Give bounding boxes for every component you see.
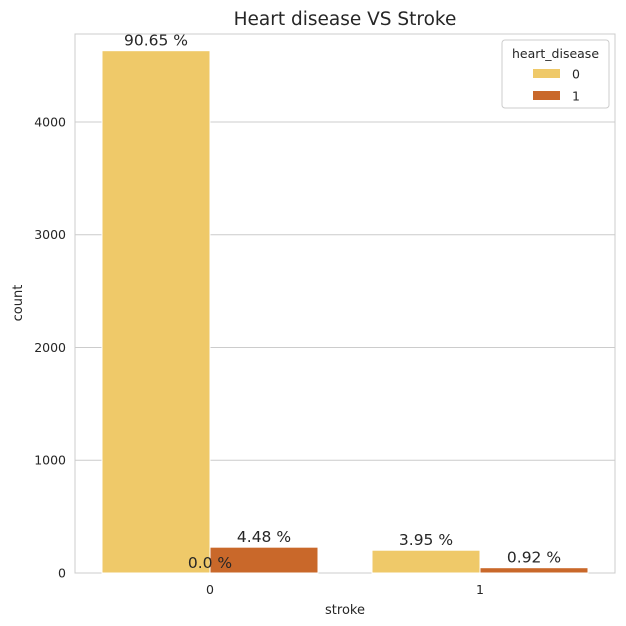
legend-label: 1 bbox=[572, 89, 580, 104]
bar bbox=[371, 549, 481, 574]
x-tick-label: 0 bbox=[206, 582, 214, 597]
legend-items: 01 bbox=[533, 67, 580, 104]
x-axis-label: stroke bbox=[325, 603, 365, 618]
y-tick-label: 0 bbox=[58, 566, 66, 581]
annotation-label: 0.0 % bbox=[188, 554, 232, 572]
bar-data-label: 90.65 % bbox=[124, 32, 188, 50]
chart-title: Heart disease VS Stroke bbox=[234, 9, 457, 30]
legend-title: heart_disease bbox=[512, 46, 599, 61]
legend-label: 0 bbox=[572, 67, 580, 82]
y-axis-label: count bbox=[11, 285, 26, 322]
legend-swatch bbox=[533, 91, 560, 100]
y-tick-label: 3000 bbox=[34, 227, 66, 242]
bar bbox=[101, 50, 211, 574]
data-labels: 90.65 % 3.95 % 4.48 % 0.92 % 0.0 % bbox=[124, 32, 561, 572]
bar-data-label: 4.48 % bbox=[237, 528, 291, 546]
y-tick-label: 1000 bbox=[34, 453, 66, 468]
bar bbox=[209, 546, 319, 574]
y-axis-ticks: 0 1000 2000 3000 4000 bbox=[34, 114, 66, 580]
legend: heart_disease 01 bbox=[501, 39, 610, 109]
legend-swatch bbox=[533, 69, 560, 78]
y-tick-label: 4000 bbox=[34, 114, 66, 129]
bar-data-label: 3.95 % bbox=[399, 531, 453, 549]
bar bbox=[479, 567, 589, 574]
y-tick-label: 2000 bbox=[34, 340, 66, 355]
x-tick-label: 1 bbox=[476, 582, 484, 597]
bar-data-label: 0.92 % bbox=[507, 549, 561, 567]
bars bbox=[101, 50, 589, 574]
